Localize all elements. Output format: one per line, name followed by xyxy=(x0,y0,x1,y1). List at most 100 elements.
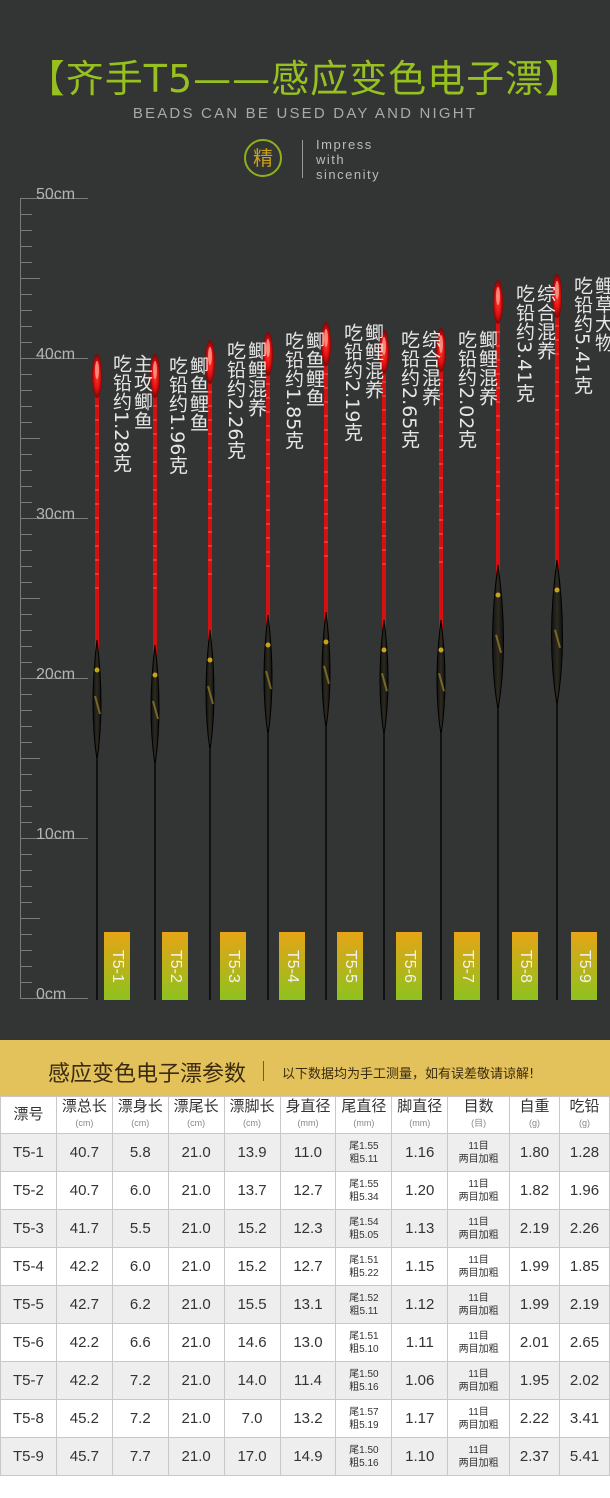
table-cell-foot-d: 1.06 xyxy=(392,1362,448,1400)
float-description: 鲤草大物 吃铅约5.41克 xyxy=(553,276,610,394)
table-cell-tail-d: 尾1.55 粗5.34 xyxy=(336,1172,392,1210)
float-description-line: 吃铅约2.26克 xyxy=(224,341,245,459)
column-name: 自重 xyxy=(520,1098,550,1115)
float-body xyxy=(552,560,563,705)
column-header: 身直径 (mm) xyxy=(280,1097,336,1134)
float-body-ring xyxy=(95,668,100,673)
table-cell-mesh: 11目 两目加粗 xyxy=(448,1362,510,1400)
table-cell-tail-d: 尾1.54 粗5.05 xyxy=(336,1210,392,1248)
table-cell-tail-d: 尾1.50 粗5.16 xyxy=(336,1362,392,1400)
table-row: T5-1 40.7 5.8 21.0 13.9 11.0 尾1.55 粗5.11 1.16 11目… xyxy=(1,1134,610,1172)
float-body-ring xyxy=(439,648,444,653)
cell-line: 粗5.11 xyxy=(336,1153,391,1166)
table-cell-foot: 17.0 xyxy=(224,1438,280,1476)
column-header: 漂号 xyxy=(1,1097,57,1134)
table-cell-foot-d: 1.10 xyxy=(392,1438,448,1476)
column-name: 吃铅 xyxy=(569,1098,599,1115)
float-body-ring xyxy=(496,593,501,598)
float-description: 鲫鱼鲤鱼 吃铅约1.85克 xyxy=(264,331,324,449)
table-cell-foot-d: 1.15 xyxy=(392,1248,448,1286)
cell-line: 尾1.50 xyxy=(336,1368,391,1381)
column-name: 目数 xyxy=(464,1098,494,1115)
table-cell-body: 5.5 xyxy=(112,1210,168,1248)
table-cell-foot: 14.6 xyxy=(224,1324,280,1362)
cell-line: 11目 xyxy=(448,1140,509,1153)
cell-line: 两目加粗 xyxy=(448,1229,509,1242)
cell-line: 粗5.19 xyxy=(336,1419,391,1432)
table-cell-foot-d: 1.20 xyxy=(392,1172,448,1210)
table-cell-tail-d: 尾1.52 粗5.11 xyxy=(336,1286,392,1324)
table-cell-mesh: 11目 两目加粗 xyxy=(448,1286,510,1324)
table-row: T5-3 41.7 5.5 21.0 15.2 12.3 尾1.54 粗5.05 1.13 11目… xyxy=(1,1210,610,1248)
table-cell-total: 45.7 xyxy=(56,1438,112,1476)
column-name: 身直径 xyxy=(285,1098,330,1115)
table-cell-id: T5-3 xyxy=(1,1210,57,1248)
table-cell-weight: 1.99 xyxy=(510,1248,560,1286)
table-cell-id: T5-8 xyxy=(1,1400,57,1438)
cell-line: 尾1.51 xyxy=(336,1254,391,1267)
cell-line: 两目加粗 xyxy=(448,1153,509,1166)
table-cell-body-d: 13.0 xyxy=(280,1324,336,1362)
cell-line: 两目加粗 xyxy=(448,1191,509,1204)
model-tag: T5-4 xyxy=(279,932,305,1000)
column-name: 尾直径 xyxy=(341,1098,386,1115)
table-cell-body-d: 12.3 xyxy=(280,1210,336,1248)
float-description-line: 鲫鱼鲤鱼 xyxy=(303,331,324,449)
table-cell-body: 6.0 xyxy=(112,1248,168,1286)
cell-line: 粗5.11 xyxy=(336,1305,391,1318)
table-cell-body-d: 12.7 xyxy=(280,1172,336,1210)
table-cell-mesh: 11目 两目加粗 xyxy=(448,1172,510,1210)
table-cell-total: 42.7 xyxy=(56,1286,112,1324)
column-name: 脚直径 xyxy=(397,1098,442,1115)
table-cell-tail: 21.0 xyxy=(168,1400,224,1438)
cell-line: 尾1.55 xyxy=(336,1178,391,1191)
table-body: T5-1 40.7 5.8 21.0 13.9 11.0 尾1.55 粗5.11 1.16 11目… xyxy=(1,1134,610,1476)
table-cell-body: 7.2 xyxy=(112,1400,168,1438)
params-table: 漂号 漂总长 (cm) 漂身长 (cm) 漂尾长 (cm) 漂脚长 (cm) 身直径 (mm) 尾直径… xyxy=(0,1096,610,1476)
float-body-ring xyxy=(266,643,271,648)
table-cell-lead: 1.85 xyxy=(559,1248,609,1286)
table-cell-body-d: 11.4 xyxy=(280,1362,336,1400)
table-cell-foot: 15.2 xyxy=(224,1248,280,1286)
table-cell-tail: 21.0 xyxy=(168,1172,224,1210)
table-cell-weight: 2.37 xyxy=(510,1438,560,1476)
column-unit: (cm) xyxy=(169,1115,224,1131)
cell-line: 粗5.16 xyxy=(336,1457,391,1470)
cell-line: 11目 xyxy=(448,1292,509,1305)
model-tag: T5-7 xyxy=(454,932,480,1000)
table-cell-weight: 2.22 xyxy=(510,1400,560,1438)
table-cell-foot: 13.7 xyxy=(224,1172,280,1210)
float-description: 主攻鲫鱼 吃铅约1.28克 xyxy=(92,354,152,472)
table-row: T5-9 45.7 7.7 21.0 17.0 14.9 尾1.50 粗5.16 1.10 11目… xyxy=(1,1438,610,1476)
float-description-line: 吃铅约1.28克 xyxy=(110,354,131,472)
floats-illustration xyxy=(0,0,610,1040)
table-cell-mesh: 11目 两目加粗 xyxy=(448,1400,510,1438)
params-divider xyxy=(263,1061,264,1081)
column-header: 目数 (目) xyxy=(448,1097,510,1134)
float-body-ring xyxy=(555,588,560,593)
table-cell-weight: 2.01 xyxy=(510,1324,560,1362)
float-description-line: 吃铅约2.02克 xyxy=(455,330,476,448)
table-cell-total: 41.7 xyxy=(56,1210,112,1248)
table-cell-total: 40.7 xyxy=(56,1172,112,1210)
float-description-line: 鲫鱼鲤鱼 xyxy=(187,356,208,474)
float-body-ring xyxy=(153,673,158,678)
cell-line: 粗5.22 xyxy=(336,1267,391,1280)
model-tag: T5-3 xyxy=(220,932,246,1000)
params-note: 以下数据均为手工测量，如有误差敬请谅解! xyxy=(282,1063,534,1082)
column-header: 自重 (g) xyxy=(510,1097,560,1134)
column-name: 漂脚长 xyxy=(230,1098,275,1115)
table-cell-weight: 2.19 xyxy=(510,1210,560,1248)
table-cell-mesh: 11目 两目加粗 xyxy=(448,1324,510,1362)
float-description: 鲫鲤混养 吃铅约2.19克 xyxy=(323,323,383,441)
table-cell-tail: 21.0 xyxy=(168,1134,224,1172)
table-cell-foot-d: 1.13 xyxy=(392,1210,448,1248)
cell-line: 两目加粗 xyxy=(448,1305,509,1318)
table-cell-body: 7.7 xyxy=(112,1438,168,1476)
column-unit: (mm) xyxy=(281,1115,336,1131)
cell-line: 11目 xyxy=(448,1178,509,1191)
params-title: 感应变色电子漂参数 xyxy=(48,1056,246,1088)
column-unit: (g) xyxy=(510,1115,559,1131)
float-description: 鲫鲤混养 吃铅约2.26克 xyxy=(206,341,266,459)
table-cell-lead: 2.26 xyxy=(559,1210,609,1248)
